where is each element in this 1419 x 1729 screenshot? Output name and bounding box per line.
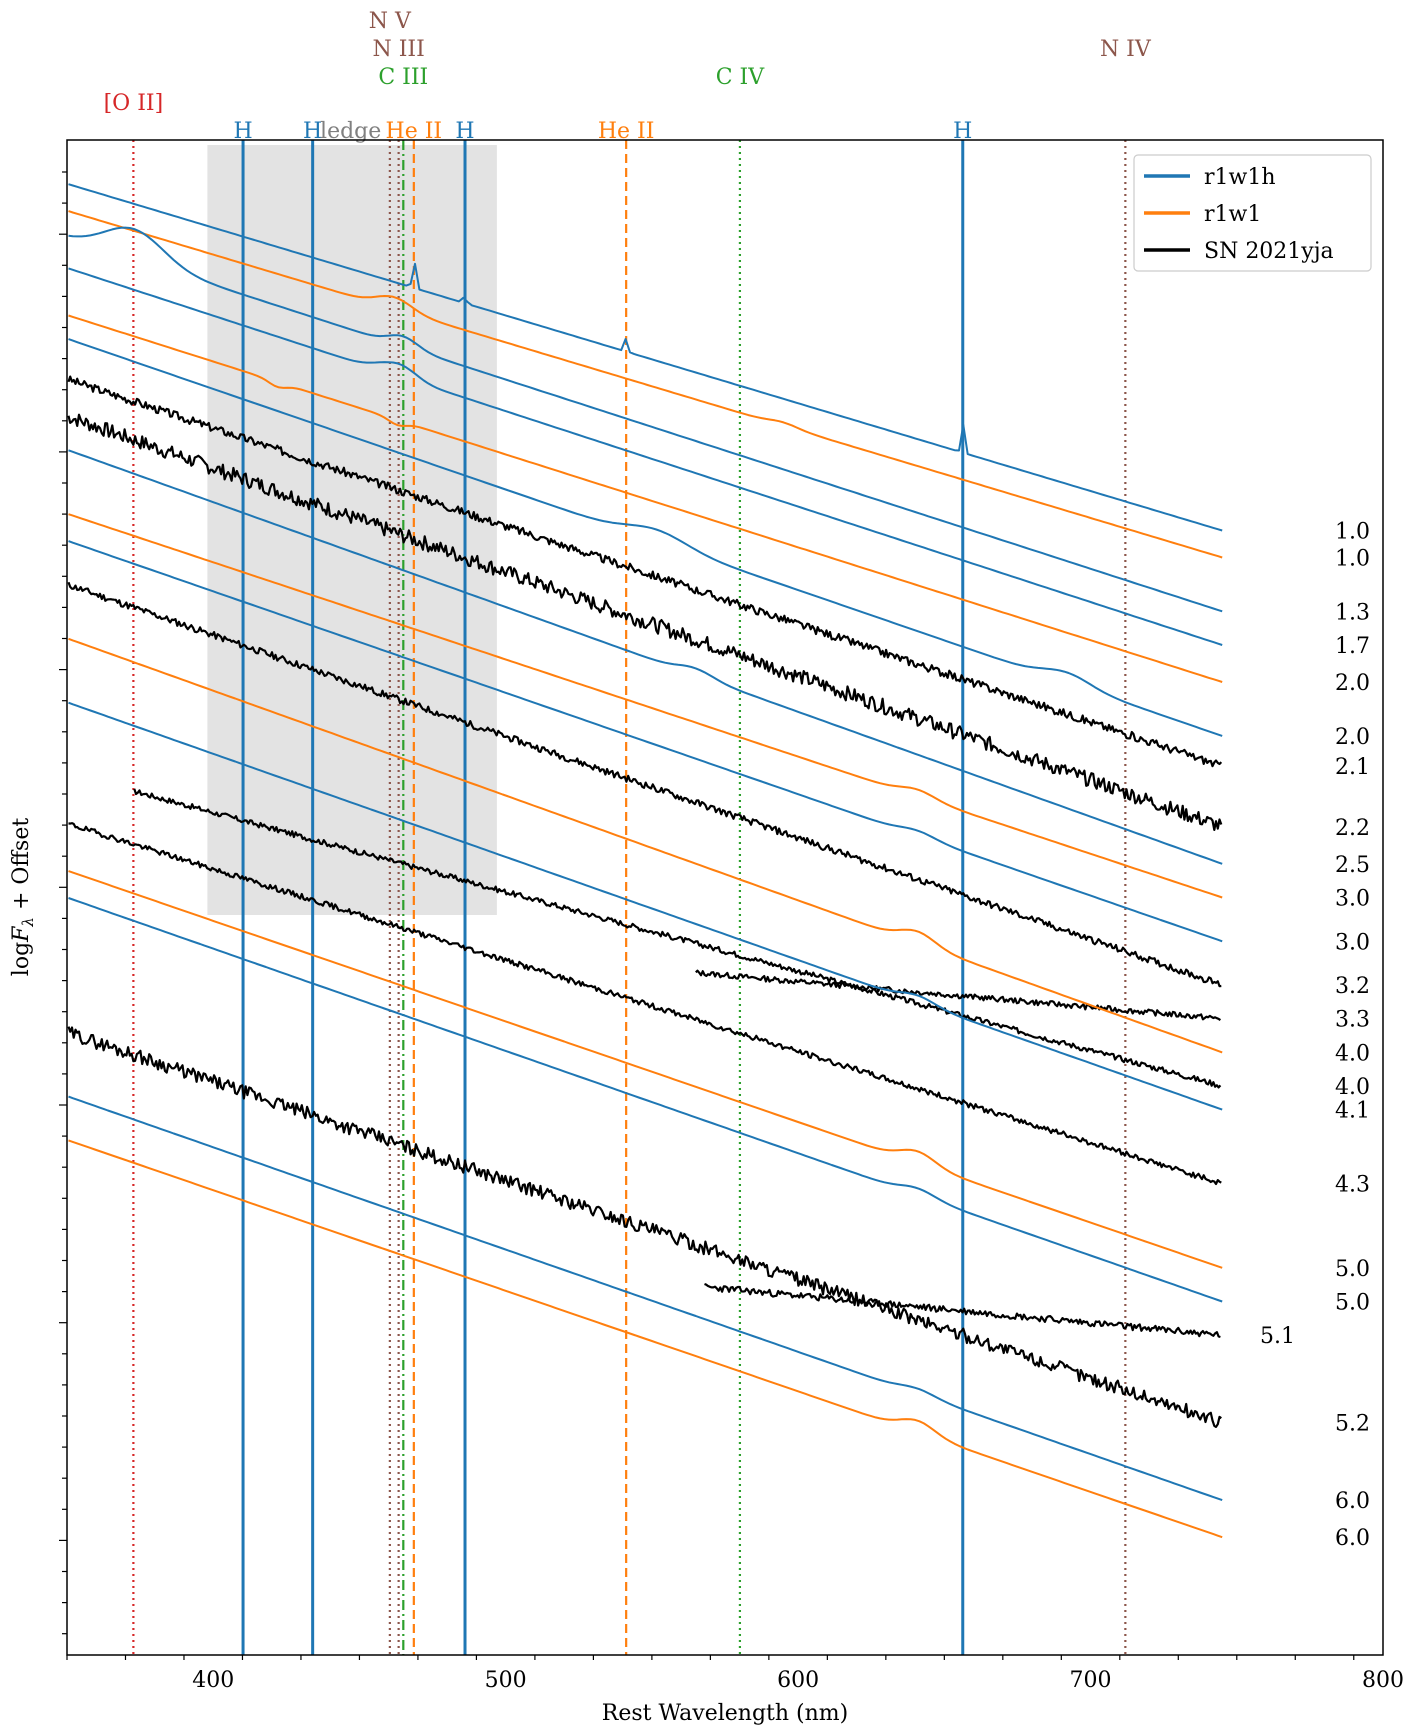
spectrum-series	[133, 788, 1222, 1089]
x-tick-label: 400	[192, 1668, 234, 1693]
phase-label: 4.1	[1335, 1099, 1370, 1124]
line-marker-label: H	[953, 119, 972, 144]
spectrum-series	[68, 183, 1223, 532]
phase-label: 1.0	[1335, 520, 1370, 545]
spectrum-series	[68, 897, 1223, 1303]
phase-label: 3.2	[1335, 974, 1370, 999]
phase-label: 3.3	[1335, 1008, 1370, 1033]
legend: r1w1h r1w1 SN 2021yja	[1133, 154, 1372, 272]
ledge-band-layer	[207, 145, 497, 915]
axis-layer: 400 500 600 700 800	[59, 171, 1404, 1693]
spectrum-series	[67, 581, 1222, 988]
spectrum-series	[68, 637, 1223, 1054]
spectrum-series	[68, 314, 1223, 683]
phase-label: 6.0	[1335, 1526, 1370, 1551]
spectrum-series	[67, 1026, 1222, 1429]
plot-frame	[66, 139, 1384, 1656]
spectrum-series	[68, 701, 1223, 1111]
legend-label-r1w1: r1w1	[1204, 202, 1261, 227]
phase-label: 4.3	[1335, 1173, 1370, 1198]
phase-label: 5.0	[1335, 1257, 1370, 1282]
legend-label-r1w1h: r1w1h	[1204, 165, 1276, 190]
spectrum-series	[68, 513, 1223, 899]
line-marker-label: N IV	[1100, 37, 1152, 62]
spectrum-series	[67, 413, 1223, 832]
phase-label: 1.3	[1335, 600, 1370, 625]
spectrum-series	[68, 226, 1223, 613]
spectrum-series	[68, 449, 1223, 865]
phase-label: 5.2	[1335, 1412, 1370, 1437]
phase-label: 5.1	[1260, 1324, 1295, 1349]
legend-label-sn2021yja: SN 2021yja	[1204, 239, 1334, 264]
phase-label: 3.0	[1335, 930, 1370, 955]
spectrum-series	[68, 267, 1223, 646]
spectrum-series	[68, 210, 1223, 559]
x-tick-label: 800	[1362, 1668, 1404, 1693]
line-marker-label: C IV	[716, 65, 766, 90]
spectrum-series	[68, 1095, 1223, 1502]
phase-label: 2.2	[1335, 816, 1370, 841]
x-tick-label: 700	[1070, 1668, 1112, 1693]
spectrum-series	[68, 870, 1223, 1269]
line-marker-label: [O II]	[104, 91, 164, 116]
phase-label: 6.0	[1335, 1489, 1370, 1514]
phase-label: 1.7	[1335, 634, 1370, 659]
line-marker-label: N V	[369, 9, 412, 34]
line-marker-label: H	[233, 119, 252, 144]
x-tick-label: 600	[777, 1668, 819, 1693]
legend-box	[1133, 154, 1372, 272]
spectrum-series	[68, 1139, 1223, 1539]
spectrum-series	[68, 540, 1223, 943]
line-marker-label: H	[455, 119, 474, 144]
spectra-series-layer	[67, 183, 1223, 1539]
line-marker-label: H	[303, 119, 322, 144]
ledge-band	[207, 145, 497, 915]
spectrum-series	[68, 822, 1222, 1186]
phase-label: 2.0	[1335, 671, 1370, 696]
spectrum-series	[68, 338, 1223, 737]
spectrum-series	[695, 969, 1222, 1022]
y-axis-label: logFλ + Offset	[9, 818, 37, 977]
spectrum-series	[704, 1282, 1221, 1339]
phase-label: 4.0	[1335, 1041, 1370, 1066]
phase-label: 2.5	[1335, 853, 1370, 878]
phase-label: 1.0	[1335, 546, 1370, 571]
line-marker-label: N III	[372, 37, 424, 62]
phase-label: 5.0	[1335, 1291, 1370, 1316]
phase-label: 4.0	[1335, 1075, 1370, 1100]
spectrum-series	[67, 375, 1223, 768]
phase-label-layer: 1.01.0 1.3 1.7 2.0 2.0 2.1 2.2 2.5 3.0 3.0 3.2 3.3 4…	[1260, 520, 1370, 1552]
phase-label: 3.0	[1335, 887, 1370, 912]
phase-label: 2.1	[1335, 755, 1370, 780]
x-axis-label: Rest Wavelength (nm)	[602, 1701, 848, 1726]
x-tick-label: 500	[485, 1668, 527, 1693]
line-marker-label: C III	[378, 65, 428, 90]
phase-label: 2.0	[1335, 725, 1370, 750]
